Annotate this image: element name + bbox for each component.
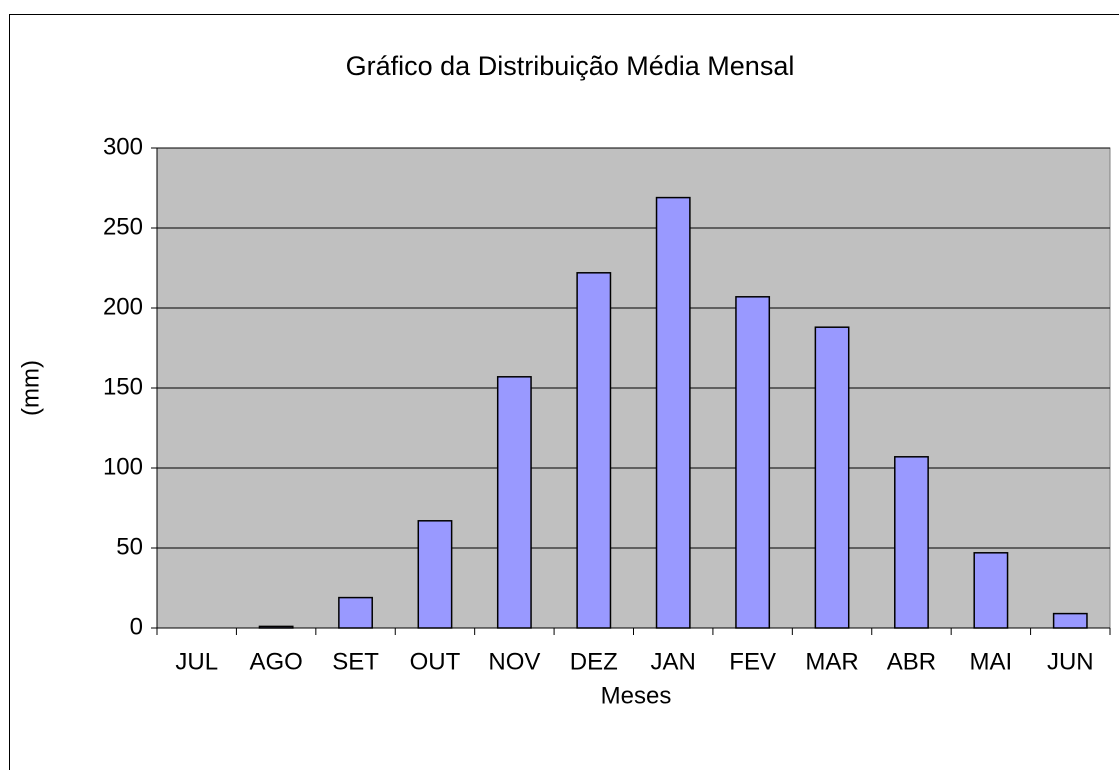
x-tick-label: DEZ bbox=[570, 648, 618, 675]
x-tick-label: SET bbox=[332, 648, 379, 675]
bar bbox=[496, 376, 532, 629]
bar bbox=[417, 520, 453, 629]
y-tick-label: 150 bbox=[103, 373, 143, 400]
x-axis-label: Meses bbox=[601, 682, 672, 709]
x-tick-label: NOV bbox=[488, 648, 540, 675]
y-tick-label: 50 bbox=[116, 533, 143, 560]
x-tick-label: MAR bbox=[805, 648, 858, 675]
bar bbox=[338, 596, 373, 629]
y-tick-label: 200 bbox=[103, 293, 143, 320]
bar bbox=[655, 196, 691, 629]
y-tick-label: 300 bbox=[103, 133, 143, 160]
y-tick-label: 0 bbox=[130, 613, 143, 640]
x-tick-label: FEV bbox=[729, 648, 776, 675]
bar bbox=[735, 296, 771, 629]
x-tick-label: AGO bbox=[249, 648, 302, 675]
bar bbox=[973, 552, 1009, 629]
y-tick-label: 250 bbox=[103, 213, 143, 240]
y-tick-label: 100 bbox=[103, 453, 143, 480]
x-tick-label: OUT bbox=[410, 648, 461, 675]
x-tick-label: MAI bbox=[970, 648, 1013, 675]
x-tick-label: ABR bbox=[887, 648, 936, 675]
x-tick-label: JAN bbox=[651, 648, 696, 675]
bar bbox=[576, 272, 612, 629]
chart-title: Gráfico da Distribuição Média Mensal bbox=[346, 51, 795, 81]
x-tick-label: JUN bbox=[1047, 648, 1094, 675]
bar bbox=[894, 456, 929, 629]
x-tick-label: JUL bbox=[175, 648, 218, 675]
y-axis-label: (mm) bbox=[17, 360, 44, 416]
bar bbox=[1052, 612, 1088, 629]
bar bbox=[814, 326, 850, 629]
